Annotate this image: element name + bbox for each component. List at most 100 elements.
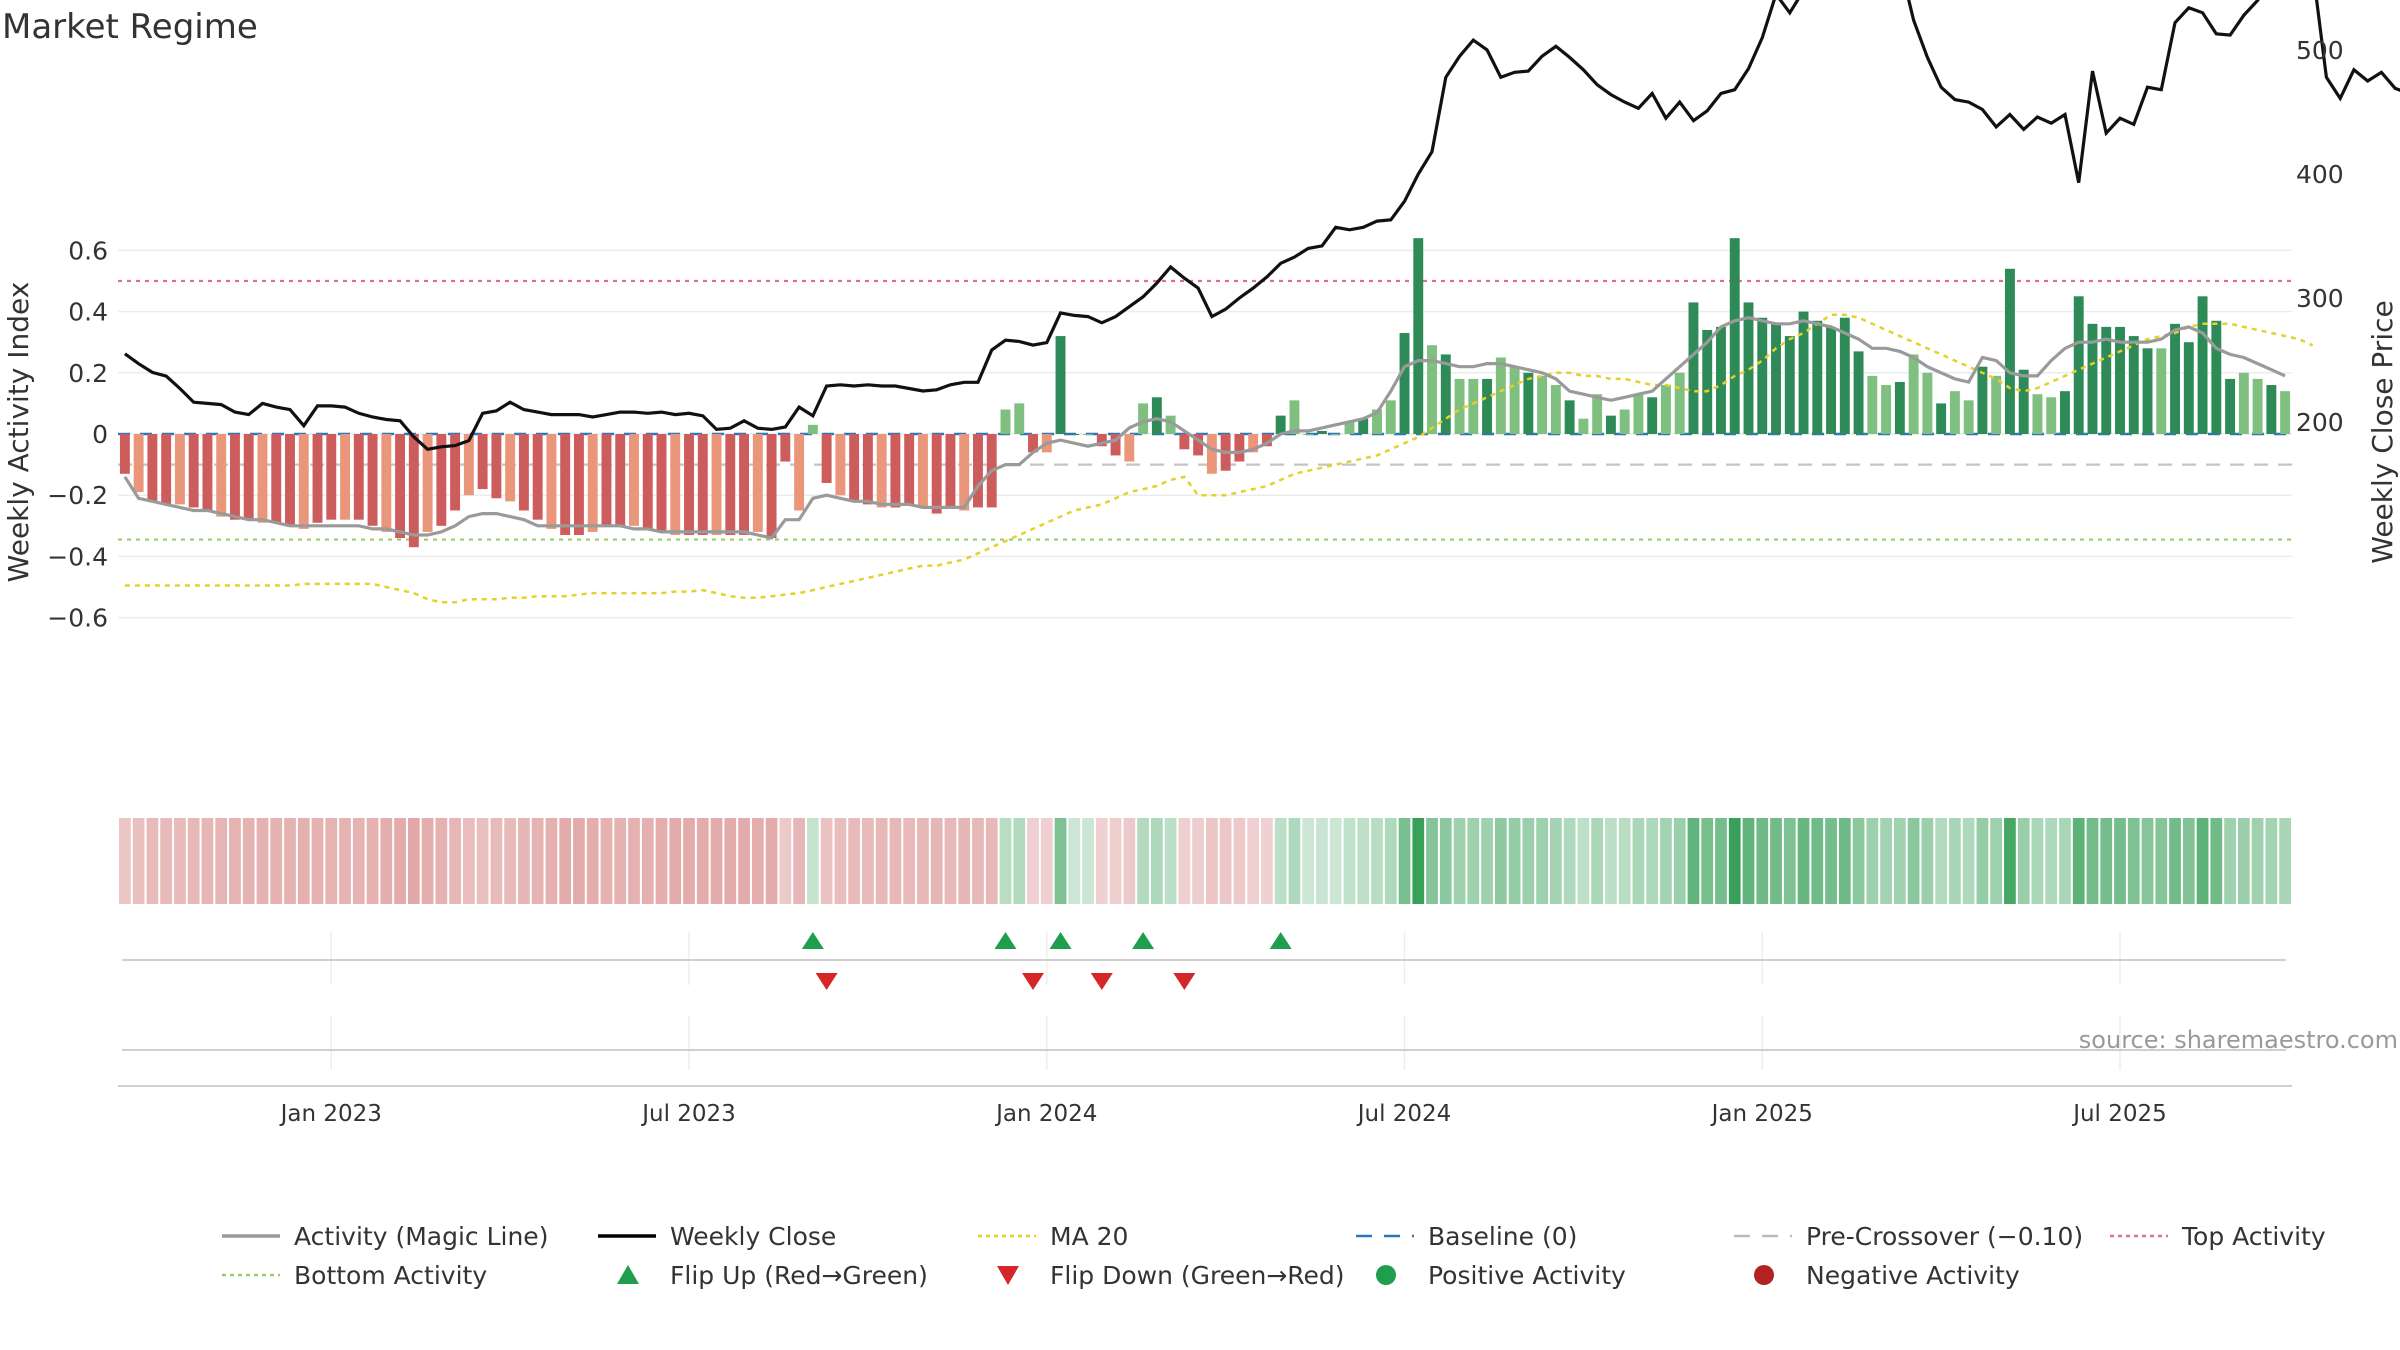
- regime-cell: [545, 818, 558, 904]
- regime-cell: [559, 818, 572, 904]
- regime-cell: [284, 818, 296, 904]
- activity-bar: [408, 434, 419, 548]
- legend-item: Positive Activity: [1376, 1261, 1626, 1290]
- activity-bar: [2225, 378, 2236, 434]
- regime-cell: [462, 818, 475, 904]
- regime-cell: [2169, 818, 2181, 904]
- regime-cell: [1219, 818, 1232, 904]
- regime-cell: [1605, 818, 1617, 904]
- activity-bar: [1592, 394, 1603, 434]
- activity-bar: [835, 434, 846, 496]
- regime-cell: [2141, 818, 2154, 904]
- regime-cell: [270, 818, 283, 904]
- regime-cell: [806, 818, 819, 904]
- regime-cell: [132, 818, 145, 904]
- activity-bar: [739, 434, 750, 535]
- flip-down-marker: [1022, 973, 1045, 990]
- activity-bar: [1193, 434, 1204, 456]
- regime-cell: [683, 818, 695, 904]
- activity-bar: [2101, 326, 2112, 434]
- regime-cell: [1192, 818, 1204, 904]
- regime-cell: [1825, 818, 1837, 904]
- regime-cell: [256, 818, 269, 904]
- regime-cell: [2265, 818, 2278, 904]
- activity-bar: [1289, 400, 1300, 434]
- regime-cell: [999, 818, 1012, 904]
- regime-cell: [573, 818, 585, 904]
- activity-bar: [367, 434, 378, 526]
- x-tick-label: Jan 2025: [1710, 1101, 1813, 1127]
- activity-bar: [2266, 385, 2277, 434]
- activity-bar: [1151, 397, 1162, 434]
- right-tick-label: 200: [2296, 408, 2344, 437]
- activity-bar: [381, 434, 392, 532]
- regime-cell: [1109, 818, 1122, 904]
- x-tick-label: Jan 2023: [279, 1101, 382, 1127]
- x-tick-label: Jul 2024: [1356, 1101, 1452, 1127]
- regime-cell: [1027, 818, 1039, 904]
- left-tick-label: −0.6: [47, 604, 108, 633]
- activity-bar: [862, 434, 873, 505]
- regime-cell: [2127, 818, 2140, 904]
- activity-bar: [725, 434, 736, 535]
- activity-bar: [794, 434, 805, 511]
- activity-bar: [1468, 378, 1479, 434]
- activity-bar: [1523, 372, 1534, 434]
- activity-bar: [1537, 375, 1548, 434]
- activity-bar: [1330, 434, 1341, 435]
- activity-bar: [1550, 385, 1561, 434]
- activity-bar: [1784, 336, 1795, 434]
- grid: [118, 249, 2292, 1070]
- activity-bar: [1413, 238, 1424, 434]
- regime-cell: [215, 818, 228, 904]
- regime-cell: [2224, 818, 2236, 904]
- activity-bar: [629, 434, 639, 526]
- regime-cell: [242, 818, 255, 904]
- activity-bar: [1688, 302, 1699, 434]
- left-tick-label: −0.4: [47, 542, 108, 571]
- regime-cell: [174, 818, 186, 904]
- activity-bar: [1771, 323, 1781, 434]
- legend-label: Top Activity: [2181, 1222, 2326, 1251]
- activity-bar: [518, 434, 529, 511]
- activity-bar: [1096, 434, 1107, 447]
- left-axis-label: Weekly Activity Index: [2, 282, 35, 583]
- regime-cell: [944, 818, 957, 904]
- activity-bar: [697, 434, 708, 535]
- regime-cell: [490, 818, 503, 904]
- activity-bar: [766, 434, 777, 539]
- regime-cell: [325, 818, 338, 904]
- activity-bar: [1936, 403, 1947, 434]
- activity-bar: [463, 434, 474, 496]
- activity-bar: [2252, 378, 2263, 434]
- activity-bar: [2032, 394, 2043, 434]
- activity-bar: [216, 434, 227, 517]
- activity-bar: [505, 434, 516, 502]
- regime-cell: [696, 818, 709, 904]
- regime-cell: [1137, 818, 1149, 904]
- activity-bar: [2142, 348, 2153, 434]
- activity-bar: [2238, 372, 2249, 434]
- activity-bar: [1908, 354, 1919, 434]
- regime-cell: [1068, 818, 1081, 904]
- legend-item: Baseline (0): [1356, 1222, 1577, 1251]
- regime-cell: [1976, 818, 1989, 904]
- regime-cell: [2031, 818, 2044, 904]
- activity-bar: [1069, 434, 1080, 435]
- activity-bar: [1399, 333, 1410, 434]
- regime-cell: [889, 818, 902, 904]
- regime-cell: [614, 818, 627, 904]
- activity-bar: [1977, 366, 1988, 434]
- activity-bar: [1509, 366, 1520, 434]
- activity-bar: [395, 434, 406, 539]
- legend-label: Positive Activity: [1428, 1261, 1626, 1290]
- regime-cell: [1233, 818, 1246, 904]
- regime-cell: [834, 818, 847, 904]
- activity-bar: [188, 434, 199, 508]
- legend-item: Activity (Magic Line): [222, 1222, 548, 1251]
- activity-bar: [312, 434, 323, 523]
- legend-label: Flip Down (Green→Red): [1050, 1261, 1345, 1290]
- activity-bar: [1372, 409, 1382, 434]
- activity-bar: [2073, 296, 2084, 434]
